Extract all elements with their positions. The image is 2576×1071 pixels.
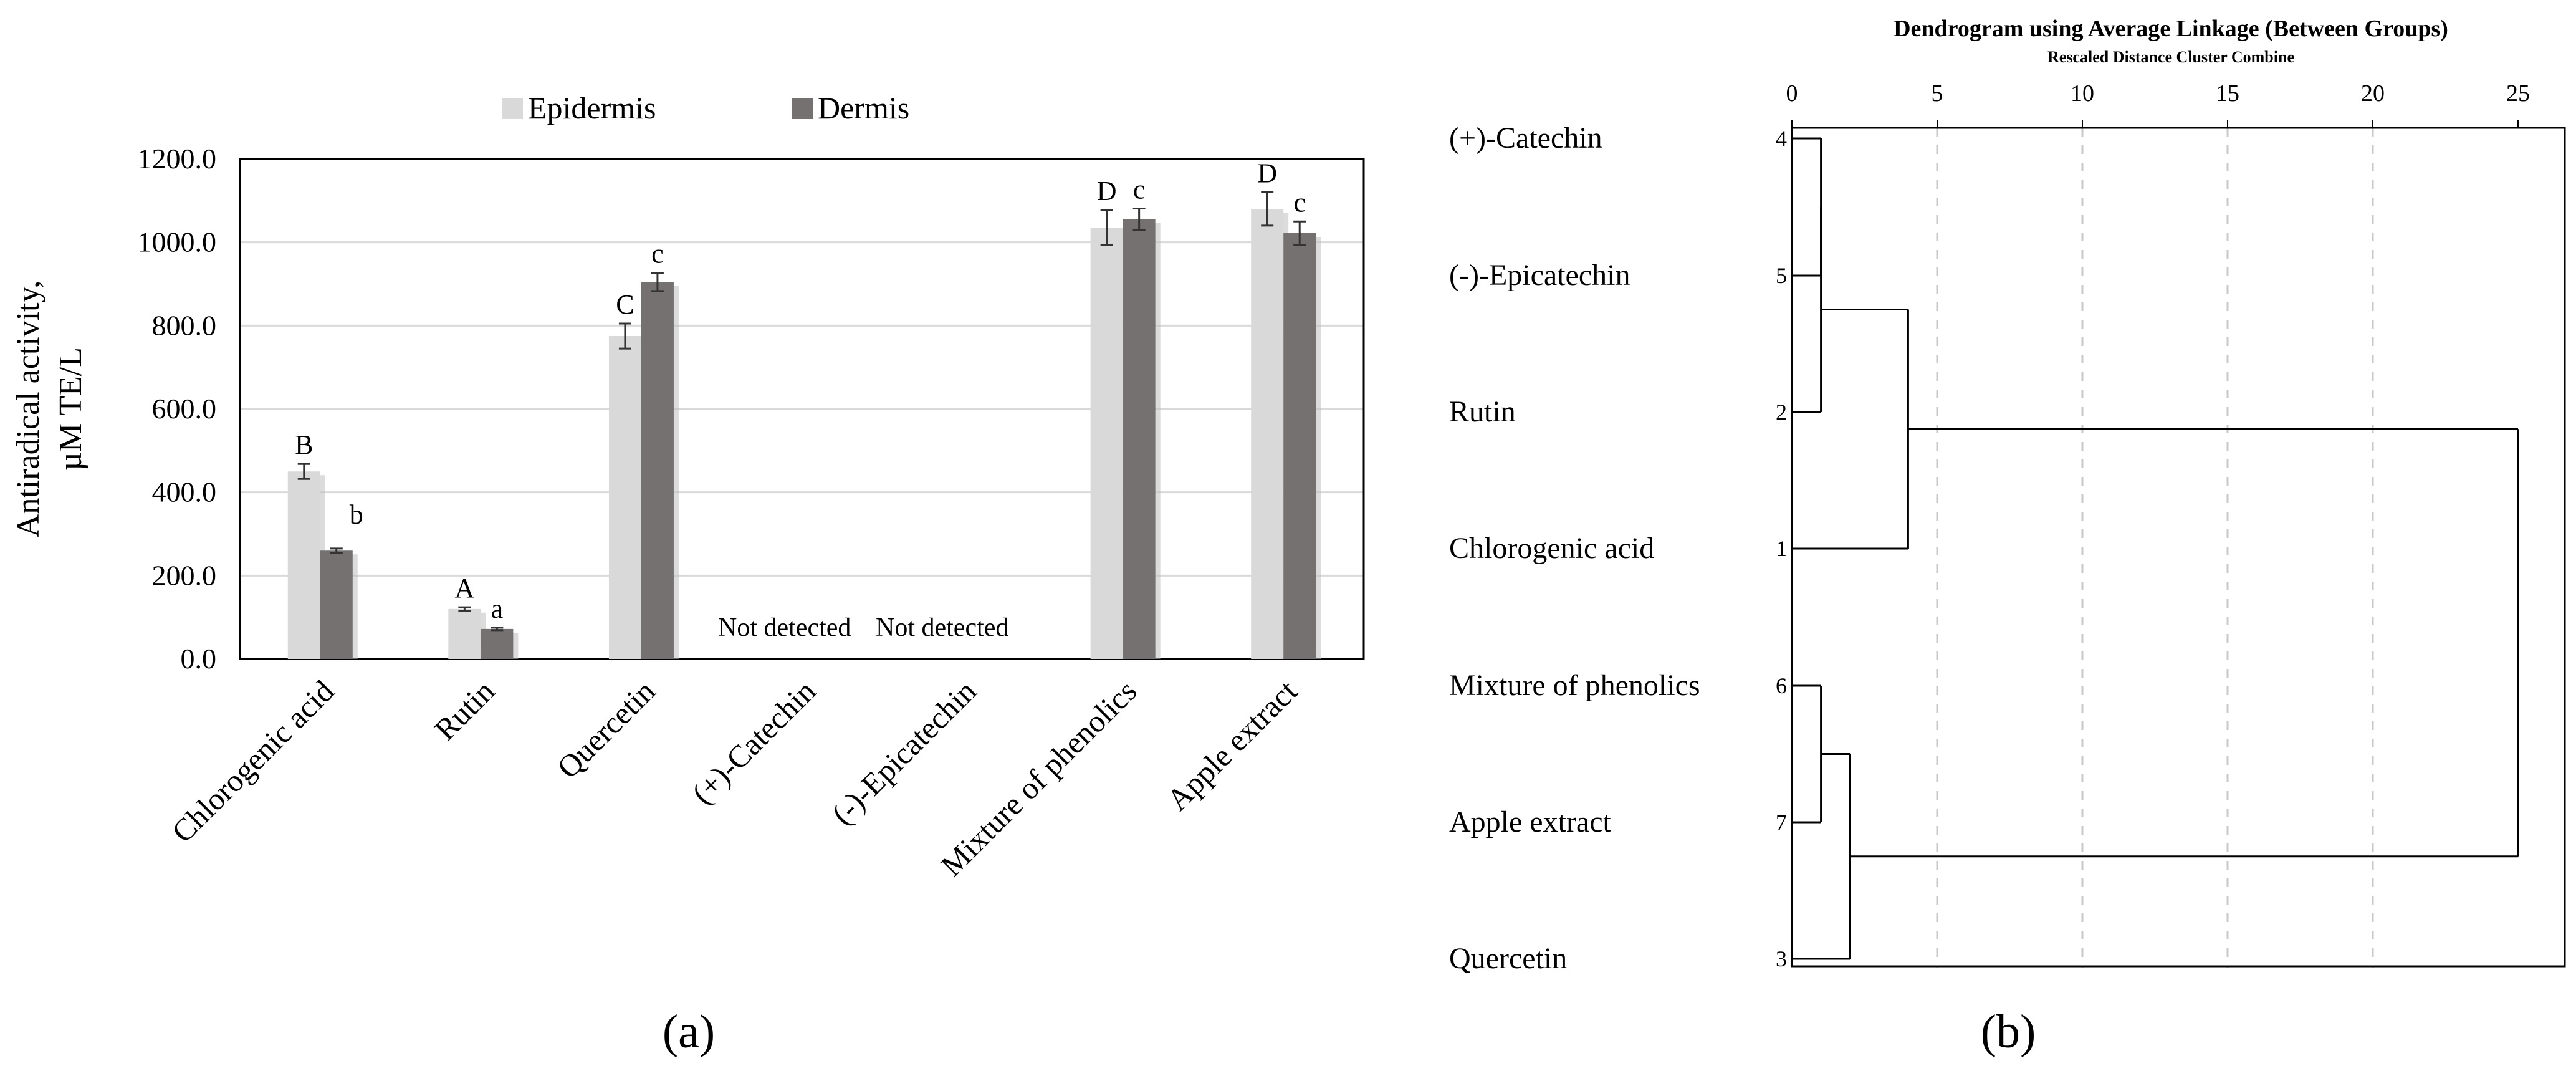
x-category-label: Apple extract xyxy=(1160,673,1304,817)
leaf-id: 2 xyxy=(1776,400,1787,425)
significance-letter: c xyxy=(1133,175,1146,205)
plot-area-border xyxy=(1791,127,2566,968)
legend-label: Dermis xyxy=(818,90,909,125)
bar xyxy=(287,471,320,659)
plot-area-border xyxy=(239,158,1365,660)
x-category-label: (-)-Epicatechin xyxy=(825,673,983,832)
bar xyxy=(448,608,481,659)
significance-letter: D xyxy=(1257,158,1277,188)
y-tick-label: 200.0 xyxy=(152,559,217,591)
bar xyxy=(1251,209,1284,659)
significance-letter: C xyxy=(616,289,634,320)
legend-swatch xyxy=(792,98,813,119)
significance-letter: a xyxy=(491,593,504,624)
leaf-id: 5 xyxy=(1776,263,1787,288)
bar xyxy=(608,336,641,659)
bar xyxy=(1090,228,1123,659)
y-axis-label-units: µM TE/L xyxy=(53,347,89,471)
x-category-label: Chlorogenic acid xyxy=(165,673,340,849)
legend-label: Epidermis xyxy=(528,90,656,125)
significance-letter: c xyxy=(1293,187,1306,218)
bar xyxy=(1123,219,1156,659)
bar xyxy=(481,628,514,659)
leaf-label: Apple extract xyxy=(1449,805,1612,838)
not-detected-label: Not detected xyxy=(718,613,851,642)
bar-chart-panel: 0.0 200.0 400.0 600.0 800.0 1000.0 1200.0 Antir… xyxy=(11,90,1365,1058)
significance-letter: b xyxy=(350,499,363,530)
leaf-id: 1 xyxy=(1776,536,1787,561)
y-tick-label: 600.0 xyxy=(152,393,217,425)
x-tick-label: 25 xyxy=(2506,80,2530,107)
panel-label-a: (a) xyxy=(663,1006,715,1058)
leaf-label: (-)-Epicatechin xyxy=(1449,259,1630,292)
y-tick-label: 1200.0 xyxy=(138,143,217,175)
x-tick-label: 20 xyxy=(2361,80,2385,107)
leaf-label: Mixture of phenolics xyxy=(1449,669,1700,702)
significance-letter: D xyxy=(1097,176,1117,206)
x-category-label: Quercetin xyxy=(550,673,662,785)
leaf-label: (+)-Catechin xyxy=(1449,122,1602,155)
y-tick-label: 1000.0 xyxy=(138,226,217,258)
bar xyxy=(1283,233,1316,659)
y-tick-label: 400.0 xyxy=(152,476,217,508)
y-tick-label: 0.0 xyxy=(181,643,217,675)
dendrogram-panel: Dendrogram using Average Linkage (Betwee… xyxy=(1449,16,2566,1058)
x-tick-label: 15 xyxy=(2216,80,2239,107)
leaf-id: 3 xyxy=(1776,946,1787,971)
significance-letter: c xyxy=(651,238,664,269)
x-tick-label: 0 xyxy=(1786,80,1798,107)
dendrogram-subtitle: Rescaled Distance Cluster Combine xyxy=(2047,48,2294,66)
panel-label-b: (b) xyxy=(1981,1006,2036,1058)
y-axis-label: Antiradical activity, xyxy=(11,281,46,537)
leaf-id: 4 xyxy=(1776,126,1787,151)
dendrogram-title: Dendrogram using Average Linkage (Betwee… xyxy=(1894,16,2448,42)
bar xyxy=(641,282,674,659)
leaf-label: Chlorogenic acid xyxy=(1449,532,1654,565)
leaf-label: Rutin xyxy=(1449,395,1516,428)
legend-swatch xyxy=(502,98,523,119)
bar xyxy=(320,550,353,659)
x-category-label: (+)-Catechin xyxy=(685,673,823,811)
significance-letter: B xyxy=(295,430,313,460)
significance-letter: A xyxy=(454,573,474,603)
x-category-label: Rutin xyxy=(428,673,501,747)
leaf-id: 7 xyxy=(1776,810,1787,835)
leaf-label: Quercetin xyxy=(1449,942,1567,975)
y-tick-label: 800.0 xyxy=(152,309,217,341)
x-tick-label: 5 xyxy=(1932,80,1943,107)
x-tick-label: 10 xyxy=(2071,80,2094,107)
leaf-id: 6 xyxy=(1776,673,1787,698)
not-detected-label: Not detected xyxy=(876,613,1008,642)
